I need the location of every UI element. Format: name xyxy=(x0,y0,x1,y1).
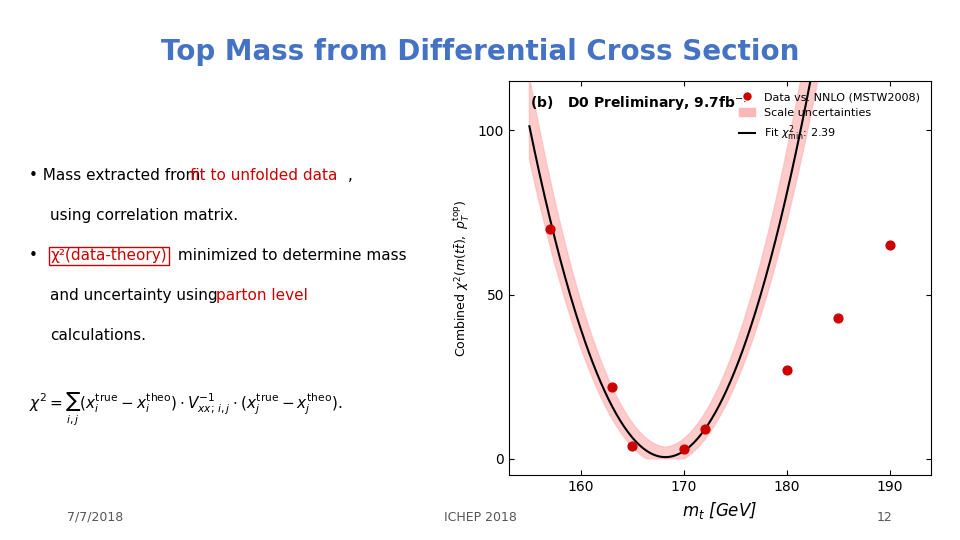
Point xyxy=(604,382,619,391)
Text: 1824: 1824 xyxy=(885,46,910,56)
Text: calculations.: calculations. xyxy=(51,328,146,343)
Text: Top Mass from Differential Cross Section: Top Mass from Differential Cross Section xyxy=(161,38,799,66)
Text: minimized to determine mass: minimized to determine mass xyxy=(173,248,406,264)
Text: χ²(data-theory): χ²(data-theory) xyxy=(51,248,167,264)
Point xyxy=(830,313,846,322)
Text: DØ: DØ xyxy=(30,28,66,48)
Text: and uncertainty using: and uncertainty using xyxy=(51,288,223,303)
Text: fit to unfolded data: fit to unfolded data xyxy=(189,168,337,183)
Text: •: • xyxy=(29,248,42,264)
Text: 12: 12 xyxy=(877,511,893,524)
Point xyxy=(625,441,640,450)
Y-axis label: Combined $\chi^2(m(t\bar{t}),\ p_T^{\mathrm{top}})$: Combined $\chi^2(m(t\bar{t}),\ p_T^{\mat… xyxy=(451,199,472,357)
Point xyxy=(780,366,795,374)
Text: ICHEP 2018: ICHEP 2018 xyxy=(444,511,516,524)
X-axis label: $m_t$ [GeV]: $m_t$ [GeV] xyxy=(683,500,757,521)
Text: ,: , xyxy=(348,168,353,183)
Text: (b)   D0 Preliminary, 9.7fb$^{-1}$: (b) D0 Preliminary, 9.7fb$^{-1}$ xyxy=(530,93,750,114)
Text: 7/7/2018: 7/7/2018 xyxy=(67,511,124,524)
Legend: Data vs. NNLO (MSTW2008), Scale uncertainties, Fit $\chi^2_{\mathrm{min}}$: 2.39: Data vs. NNLO (MSTW2008), Scale uncertai… xyxy=(733,86,925,148)
Text: parton level: parton level xyxy=(216,288,308,303)
Text: MANCHESTER: MANCHESTER xyxy=(865,28,930,37)
Text: using correlation matrix.: using correlation matrix. xyxy=(51,208,238,223)
Point xyxy=(882,241,898,249)
Point xyxy=(676,444,691,453)
Point xyxy=(542,225,558,233)
Point xyxy=(697,425,712,434)
Text: $\chi^2 = \sum_{i,j} (x_i^{\mathrm{true}} - x_i^{\mathrm{theo}}) \cdot V_{xx;\,i: $\chi^2 = \sum_{i,j} (x_i^{\mathrm{true}… xyxy=(29,392,342,428)
Text: • Mass extracted from: • Mass extracted from xyxy=(29,168,205,183)
